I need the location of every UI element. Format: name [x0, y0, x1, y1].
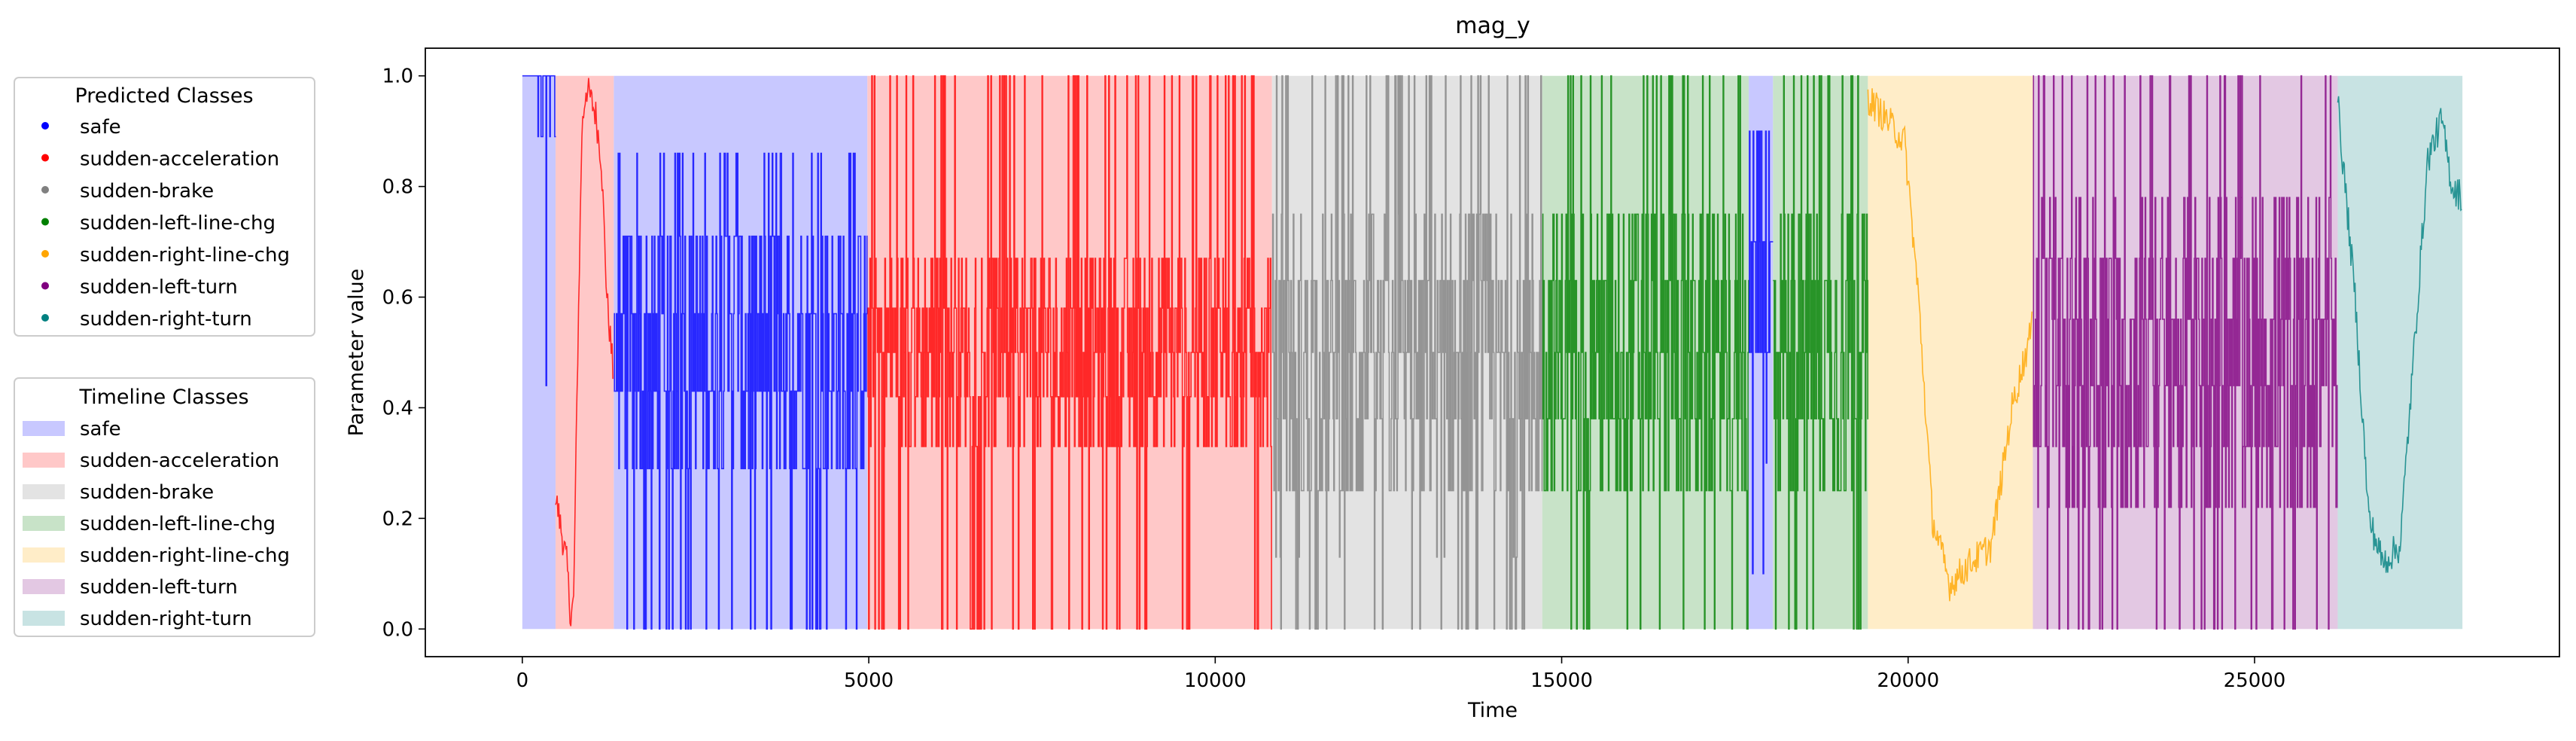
x-tick-label: 0 [516, 669, 529, 692]
y-tick-label: 0.4 [382, 397, 413, 419]
legend-timeline-frame [14, 377, 315, 637]
legend-timeline-swatch-sudden-left-turn [23, 579, 65, 594]
legend-predicted-frame [14, 77, 315, 337]
legend-timeline-swatch-safe [23, 421, 65, 436]
signal-line-sudden-acceleration [555, 78, 614, 627]
chart-title: mag_y [1455, 13, 1530, 39]
y-axis-label: Parameter value [345, 269, 368, 437]
signal-line-safe [522, 75, 556, 386]
legend-timeline-label: sudden-acceleration [80, 450, 279, 472]
legend-timeline-label: safe [80, 418, 121, 441]
legend-timeline-swatch-sudden-left-line-chg [23, 516, 65, 531]
signal-line-sudden-left-turn [2032, 75, 2338, 630]
signal-line-safe [1749, 130, 1774, 575]
y-tick-label: 0.6 [382, 287, 413, 310]
legend-predicted-label: sudden-left-turn [80, 276, 238, 299]
y-tick-label: 0.2 [382, 508, 413, 530]
y-axis-ticks: 0.0 0.2 0.4 0.6 0.8 1.0 [382, 66, 425, 641]
y-tick-label: 0.8 [382, 176, 413, 199]
x-tick-label: 15000 [1530, 669, 1593, 692]
signal-line-sudden-brake [1271, 75, 1543, 630]
legend-timeline-items: safe sudden-acceleration sudden-brake sudde… [23, 418, 290, 630]
legend-timeline-swatch-sudden-right-turn [23, 611, 65, 626]
legend-timeline-title: Timeline Classes [78, 386, 248, 409]
plot-frame [425, 47, 2560, 657]
legend-predicted-marker-sudden-acceleration [41, 154, 49, 162]
x-tick-label: 25000 [2224, 669, 2286, 692]
legend-timeline-swatch-sudden-acceleration [23, 453, 65, 468]
legend-predicted-marker-sudden-left-line-chg [41, 218, 49, 226]
signal-lines [522, 75, 2462, 630]
legend-predicted-label: sudden-acceleration [80, 148, 279, 171]
signal-line-sudden-right-line-chg [1867, 88, 2033, 602]
legend-timeline-label: sudden-left-turn [80, 576, 238, 599]
legend-predicted-marker-sudden-brake [41, 186, 49, 194]
legend-timeline-swatch-sudden-brake [23, 484, 65, 499]
signal-line-sudden-left-line-chg [1542, 75, 1749, 630]
legend-predicted-marker-sudden-right-turn [41, 314, 49, 322]
legend-timeline-label: sudden-right-line-chg [80, 544, 290, 567]
legend-timeline-label: sudden-left-line-chg [80, 513, 276, 535]
timeline-band-sudden-right-line-chg [1868, 75, 2033, 630]
x-axis-ticks: 0 5000 10000 15000 20000 25000 [516, 657, 2286, 692]
x-tick-label: 20000 [1877, 669, 1939, 692]
timeline-band-safe [522, 75, 556, 630]
legend-timeline-label: sudden-right-turn [80, 608, 252, 630]
legend-predicted-label: sudden-right-turn [80, 308, 252, 331]
legend-timeline-label: sudden-brake [80, 481, 214, 504]
legend-predicted-marker-sudden-left-turn [41, 282, 49, 290]
legend-predicted-label: sudden-brake [80, 180, 214, 203]
legend-predicted-marker-sudden-right-line-chg [41, 250, 49, 258]
timeline-band-sudden-acceleration [556, 75, 614, 630]
y-tick-label: 1.0 [382, 66, 413, 88]
signal-line-sudden-left-line-chg [1773, 75, 1868, 630]
legend-predicted-label: sudden-right-line-chg [80, 244, 290, 267]
x-tick-label: 5000 [844, 669, 894, 692]
legend-predicted-title: Predicted Classes [75, 84, 253, 108]
legend-predicted-marker-safe [41, 122, 49, 130]
signal-line-sudden-acceleration [867, 75, 1272, 630]
legend-timeline-swatch-sudden-right-line-chg [23, 547, 65, 563]
x-tick-label: 10000 [1184, 669, 1247, 692]
y-tick-label: 0.0 [382, 618, 413, 641]
signal-line-sudden-right-turn [2337, 96, 2462, 573]
signal-line-safe [614, 152, 868, 630]
legend-predicted-label: sudden-left-line-chg [80, 212, 276, 235]
legend-timeline-classes: Timeline Classes safe sudden-acceleration… [14, 377, 315, 637]
x-axis-label: Time [1467, 699, 1518, 722]
legend-predicted-items: safe sudden-acceleration sudden-brake sudde… [41, 116, 290, 331]
legend-predicted-classes: Predicted Classes safe sudden-acceleratio… [14, 77, 315, 337]
legend-predicted-label: safe [80, 116, 121, 139]
